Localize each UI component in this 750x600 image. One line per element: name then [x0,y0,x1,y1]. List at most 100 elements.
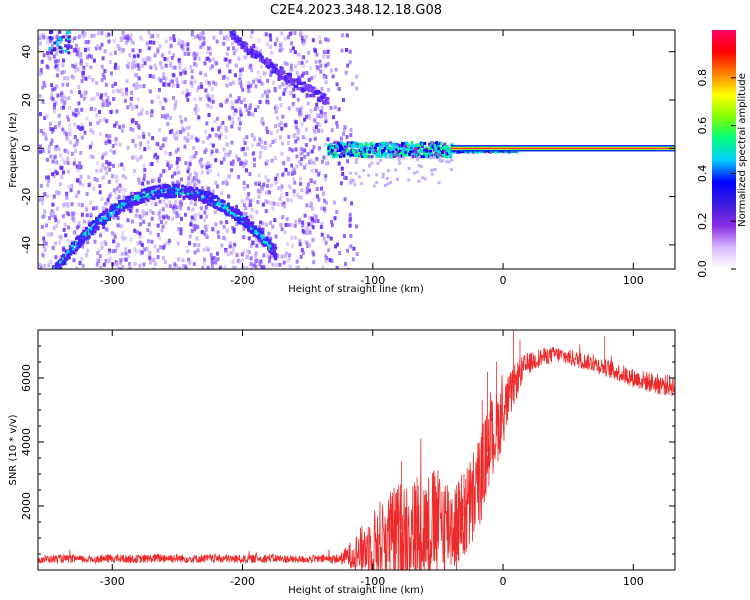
heatmap-cell [298,87,302,90]
heatmap-cell [163,267,167,269]
heatmap-cell [235,253,239,258]
heatmap-cell [172,34,176,39]
heatmap-cell [288,147,292,152]
heatmap-cell [245,108,249,113]
heatmap-cell [108,248,111,253]
heatmap-frame [37,29,676,270]
heatmap-cell [222,200,226,204]
heatmap-cell [90,97,94,102]
heatmap-cell [329,105,333,110]
heatmap-cell [256,70,260,75]
heatmap-cell [170,55,174,60]
heatmap-cell [247,236,251,241]
heatmap-cell [77,235,81,239]
heatmap-cell [445,144,449,148]
heatmap-cell [77,245,81,248]
heatmap-cell [259,234,263,238]
heatmap-cell [153,63,157,68]
heatmap-cell [46,175,50,180]
heatmap-cell [315,187,319,191]
heatmap-cell [44,132,48,137]
heatmap-cell [67,37,70,41]
heatmap-cell [405,142,409,146]
heatmap-cell [429,146,433,150]
heatmap-cell [334,151,338,155]
heatmap-cell [349,233,353,238]
heatmap-cell [295,86,299,91]
heatmap-cell [48,40,52,45]
heatmap-cell [214,133,218,138]
heatmap-cell [75,140,79,145]
heatmap-cell [349,128,353,132]
heatmap-cell [300,111,304,116]
heatmap-cell [287,171,291,176]
heatmap-cell [87,220,91,225]
heatmap-cell [115,245,119,250]
heatmap-cell [47,263,51,268]
heatmap-cell [45,283,48,286]
heatmap-cell [50,92,54,97]
heatmap-cell [129,208,133,213]
heatmap-cell [269,143,273,148]
heatmap-cell [210,256,214,261]
heatmap-cell [53,102,57,107]
heatmap-cell [285,62,289,66]
heatmap-cell [41,288,44,291]
heatmap-cell [408,152,412,156]
heatmap-cell [109,148,113,153]
heatmap-cell [78,90,82,95]
snr-xtick-label: -300 [100,575,125,588]
heatmap-cell [43,192,47,197]
heatmap-cell [439,142,443,146]
heatmap-cell [375,155,379,158]
heatmap-cell [194,104,198,109]
heatmap-cell [232,51,236,56]
heatmap-cell [298,176,302,181]
heatmap-cell [45,284,48,287]
heatmap-cell [315,91,319,95]
heatmap-cell [55,271,58,274]
heatmap-cell [197,179,201,184]
heatmap-cell [492,150,496,153]
heatmap-cell [139,111,143,116]
heatmap-cell [377,150,381,154]
heatmap-cell [423,148,427,152]
heatmap-cell [148,40,152,45]
heatmap-cell [320,128,324,133]
heatmap-cell [284,77,288,80]
heatmap-cell [203,218,207,223]
heatmap-cell [192,146,196,151]
heatmap-cell [249,63,253,68]
heatmap-cell [258,100,262,104]
heatmap-cell [129,96,133,101]
heatmap-cell [326,137,330,142]
heatmap-cell [242,137,246,142]
heatmap-cell [148,57,152,62]
heatmap-cell [130,106,134,111]
heatmap-cell [194,183,198,188]
heatmap-cell [55,206,59,211]
heatmap-cell [225,98,229,103]
heatmap-cell [101,99,105,104]
heatmap-cell [204,129,207,134]
heatmap-cell [156,191,160,195]
heatmap-cell [207,93,211,98]
heatmap-cell [75,266,79,269]
heatmap-cell [52,54,56,59]
heatmap-cell [494,150,498,154]
heatmap-cell [325,256,329,261]
heatmap-cell [77,190,81,195]
heatmap-cell [45,175,48,180]
heatmap-cell [339,181,343,186]
heatmap-cell [424,146,428,150]
heatmap-cell [399,151,403,155]
heatmap-cell [113,123,117,128]
heatmap-cell [416,157,419,161]
heatmap-cell [318,35,322,40]
heatmap-cell [292,80,295,84]
heatmap-cell [92,206,95,211]
heatmap-cell [249,226,253,230]
heatmap-cell [290,223,294,228]
heatmap-cell [232,46,235,51]
heatmap-cell [231,105,235,110]
